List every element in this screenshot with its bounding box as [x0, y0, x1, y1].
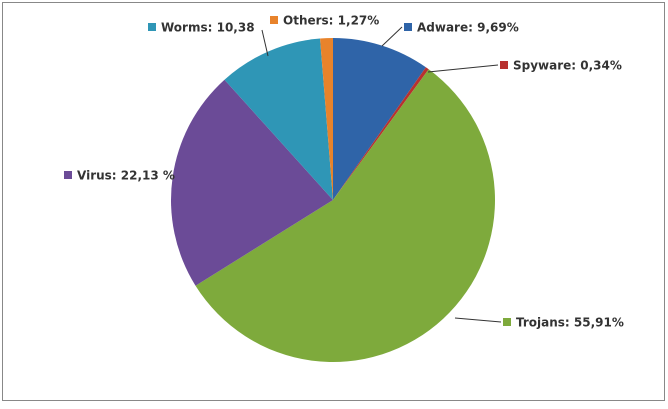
label-swatch [404, 23, 412, 31]
data-label: Virus: 22,13 % [77, 169, 175, 183]
pie-slice [224, 38, 333, 201]
label-swatch [503, 318, 511, 326]
pie-slice [195, 69, 495, 362]
leader-line [427, 64, 499, 73]
leader-line [381, 26, 403, 47]
label-swatch [148, 23, 156, 31]
pie-slice [333, 67, 429, 201]
data-label: Trojans: 55,91% [516, 316, 624, 330]
data-label: Adware: 9,69% [417, 21, 519, 35]
pie-slice [320, 38, 333, 200]
label-swatch [64, 171, 72, 179]
data-label: Worms: 10,38 [161, 21, 255, 35]
label-swatch [500, 61, 508, 69]
leader-line [261, 29, 269, 57]
data-label: Others: 1,27% [283, 14, 379, 28]
leader-line [454, 317, 502, 323]
pie-slice [333, 38, 426, 200]
label-swatch [270, 16, 278, 24]
data-label: Spyware: 0,34% [513, 59, 622, 73]
pie-slice [170, 79, 333, 286]
